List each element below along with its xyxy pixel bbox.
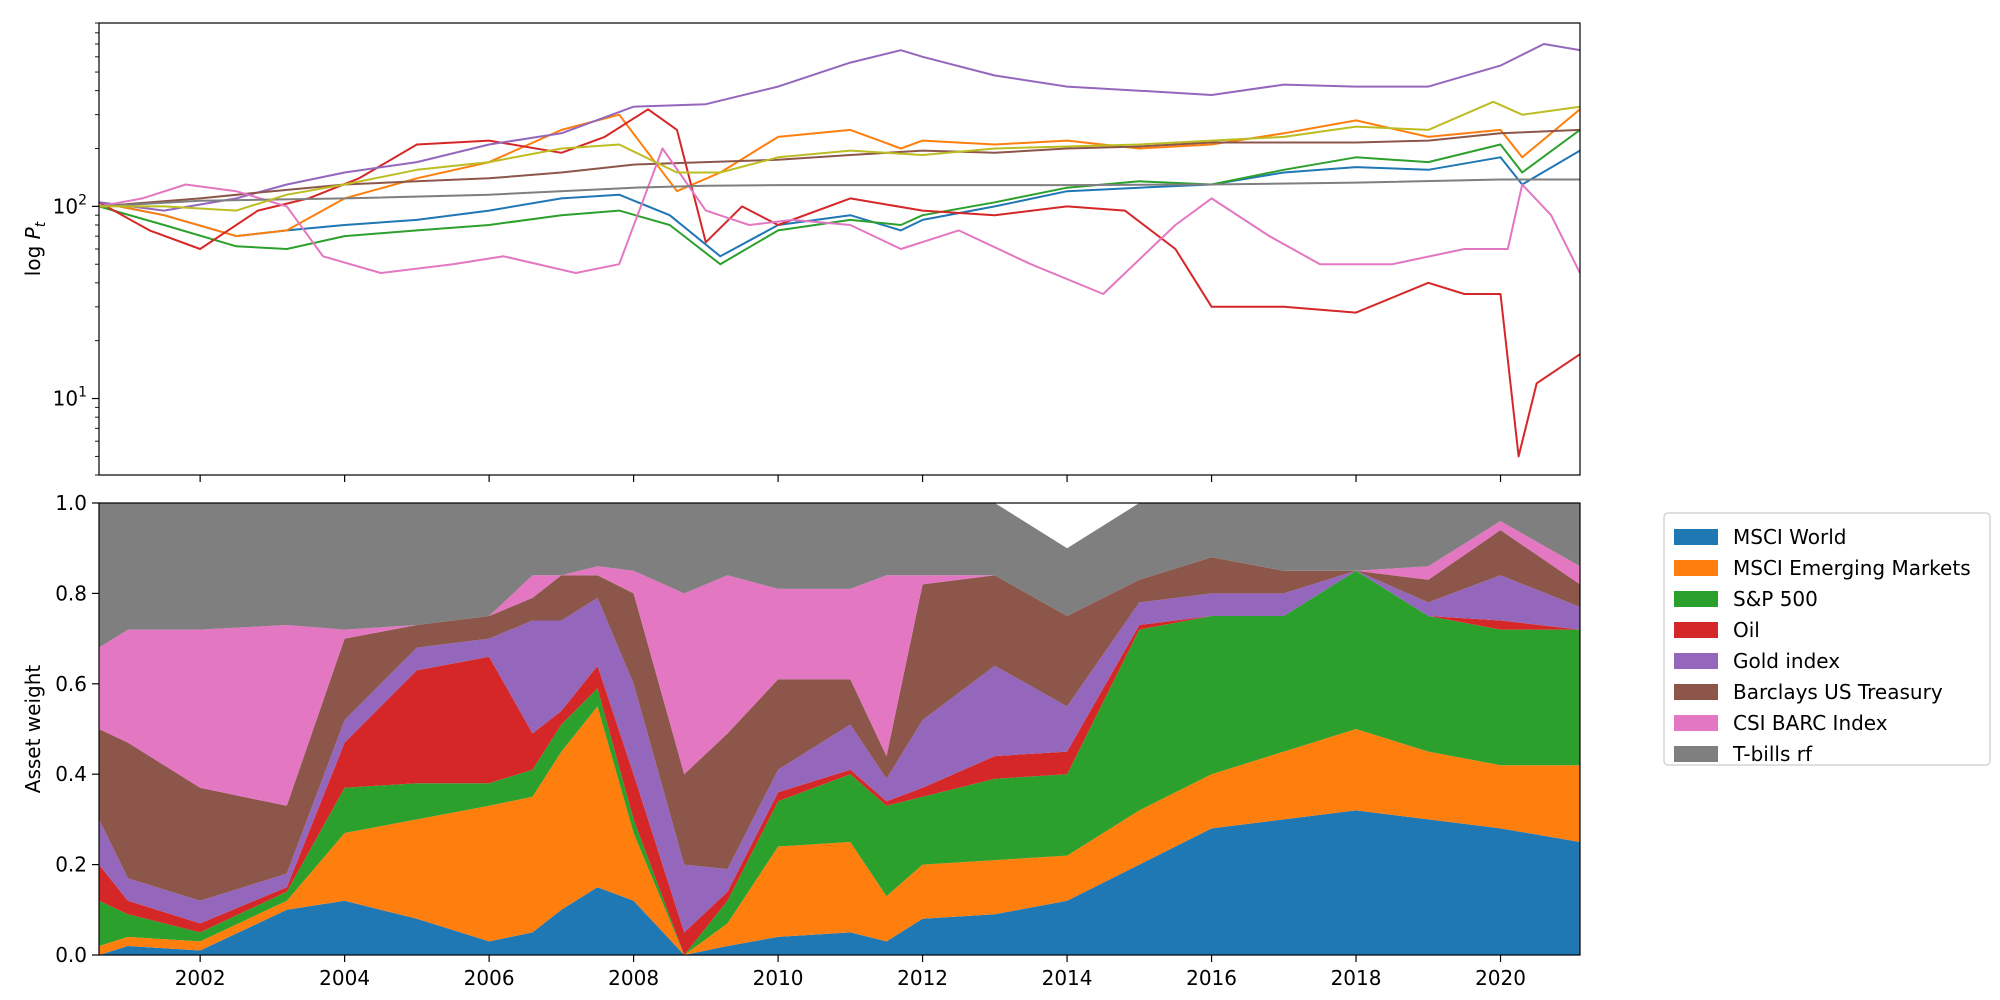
weights-y-tick-label: 0.2 bbox=[55, 853, 87, 877]
legend-label-t-bills-rf: T-bills rf bbox=[1732, 742, 1813, 766]
legend-swatch-t-bills-rf bbox=[1674, 746, 1718, 762]
price-y-tick-exponent: 2 bbox=[78, 192, 87, 208]
price-y-tick-exponent: 1 bbox=[78, 385, 87, 401]
weight-area-csi-barc-index bbox=[99, 521, 1580, 806]
price-y-axis-title: log Pt bbox=[21, 221, 49, 276]
legend-swatch-msci-world bbox=[1674, 529, 1718, 545]
price-line-barclays-us-treasury bbox=[99, 128, 1580, 208]
price-lines-area bbox=[99, 43, 1580, 458]
price-y-axis-title-p: P bbox=[21, 226, 45, 239]
weight-area-msci-emerging-markets bbox=[99, 706, 1580, 955]
weights-x-tick-label: 2012 bbox=[897, 966, 948, 990]
weights-y-tick-label: 0.4 bbox=[55, 762, 87, 786]
price-y-axis-title-prefix: log bbox=[21, 239, 45, 276]
weights-x-ticks: 2002 2004 2006 2008 2010 2012 2014 2016 2018 2020 bbox=[175, 955, 1526, 990]
weights-y-tick-label: 1.0 bbox=[55, 491, 87, 515]
legend-label-oil: Oil bbox=[1733, 618, 1760, 642]
weights-areas bbox=[99, 503, 1580, 955]
weights-x-tick-label: 2016 bbox=[1186, 966, 1237, 990]
legend-swatch-csi-barc-index bbox=[1674, 715, 1718, 731]
weights-x-tick-label: 2014 bbox=[1042, 966, 1093, 990]
price-x-ticks bbox=[199, 475, 1502, 482]
legend-label-gold-index: Gold index bbox=[1733, 649, 1840, 673]
weights-y-axis-title: Asset weight bbox=[21, 665, 45, 794]
weights-y-tick-label: 0.0 bbox=[55, 943, 87, 967]
weight-area-t-bills-rf bbox=[99, 503, 1580, 648]
weights-x-tick-label: 2004 bbox=[319, 966, 370, 990]
legend-label-csi-barc-index: CSI BARC Index bbox=[1733, 711, 1888, 735]
legend-items: MSCI World MSCI Emerging Markets S&P 500 Oi… bbox=[1674, 525, 1971, 766]
legend-label-s-p-500: S&P 500 bbox=[1733, 587, 1818, 611]
price-y-tick-label: 101 bbox=[53, 385, 87, 411]
weight-area-oil bbox=[99, 570, 1580, 955]
price-line-csi-barc-index bbox=[99, 147, 1580, 295]
legend-swatch-oil bbox=[1674, 622, 1718, 638]
weights-x-tick-label: 2010 bbox=[753, 966, 804, 990]
legend-frame bbox=[1663, 512, 1991, 766]
weights-y-tick-label: 0.8 bbox=[55, 581, 87, 605]
price-y-axis-title-subscript: t bbox=[33, 221, 49, 227]
legend: MSCI World MSCI Emerging Markets S&P 500 Oi… bbox=[1663, 512, 1991, 766]
weights-y-ticks: 0.0 0.2 0.4 0.6 0.8 1.0 bbox=[55, 491, 99, 967]
legend-swatch-barclays-us-treasury bbox=[1674, 684, 1718, 700]
weights-x-tick-label: 2006 bbox=[464, 966, 515, 990]
legend-label-msci-emerging-markets: MSCI Emerging Markets bbox=[1733, 556, 1971, 580]
price-y-tick-base: 10 bbox=[53, 194, 78, 218]
legend-swatch-gold-index bbox=[1674, 653, 1718, 669]
weights-x-tick-label: 2002 bbox=[175, 966, 226, 990]
price-y-tick-label: 102 bbox=[53, 192, 87, 218]
weights-y-tick-label: 0.6 bbox=[55, 672, 87, 696]
price-y-tick-base: 10 bbox=[53, 387, 78, 411]
price-line-oil bbox=[99, 108, 1580, 458]
weight-area-s-p-500 bbox=[99, 570, 1580, 955]
price-panel-frame bbox=[98, 22, 1581, 476]
weight-area-barclays-us-treasury bbox=[99, 530, 1580, 901]
price-line-t-bills-rf bbox=[99, 178, 1580, 208]
legend-label-msci-world: MSCI World bbox=[1733, 525, 1847, 549]
weights-x-tick-label: 2008 bbox=[608, 966, 659, 990]
weights-panel: 0.00.20.40.60.81.0 2002 2004 2006 2008 2010 2… bbox=[21, 491, 1581, 990]
weights-panel-frame bbox=[98, 502, 1581, 956]
weights-x-tick-label: 2020 bbox=[1475, 966, 1526, 990]
price-line-gold-index bbox=[99, 43, 1580, 212]
legend-label-barclays-us-treasury: Barclays US Treasury bbox=[1733, 680, 1943, 704]
weight-area-msci-world bbox=[99, 810, 1580, 955]
price-line-series-8 bbox=[99, 100, 1580, 212]
legend-swatch-msci-emerging-markets bbox=[1674, 560, 1718, 576]
price-line-s-p-500 bbox=[99, 129, 1580, 266]
weight-area-gold-index bbox=[99, 570, 1580, 933]
weights-x-tick-label: 2018 bbox=[1331, 966, 1382, 990]
price-line-msci-world bbox=[99, 149, 1580, 258]
legend-swatch-s-p-500 bbox=[1674, 591, 1718, 607]
